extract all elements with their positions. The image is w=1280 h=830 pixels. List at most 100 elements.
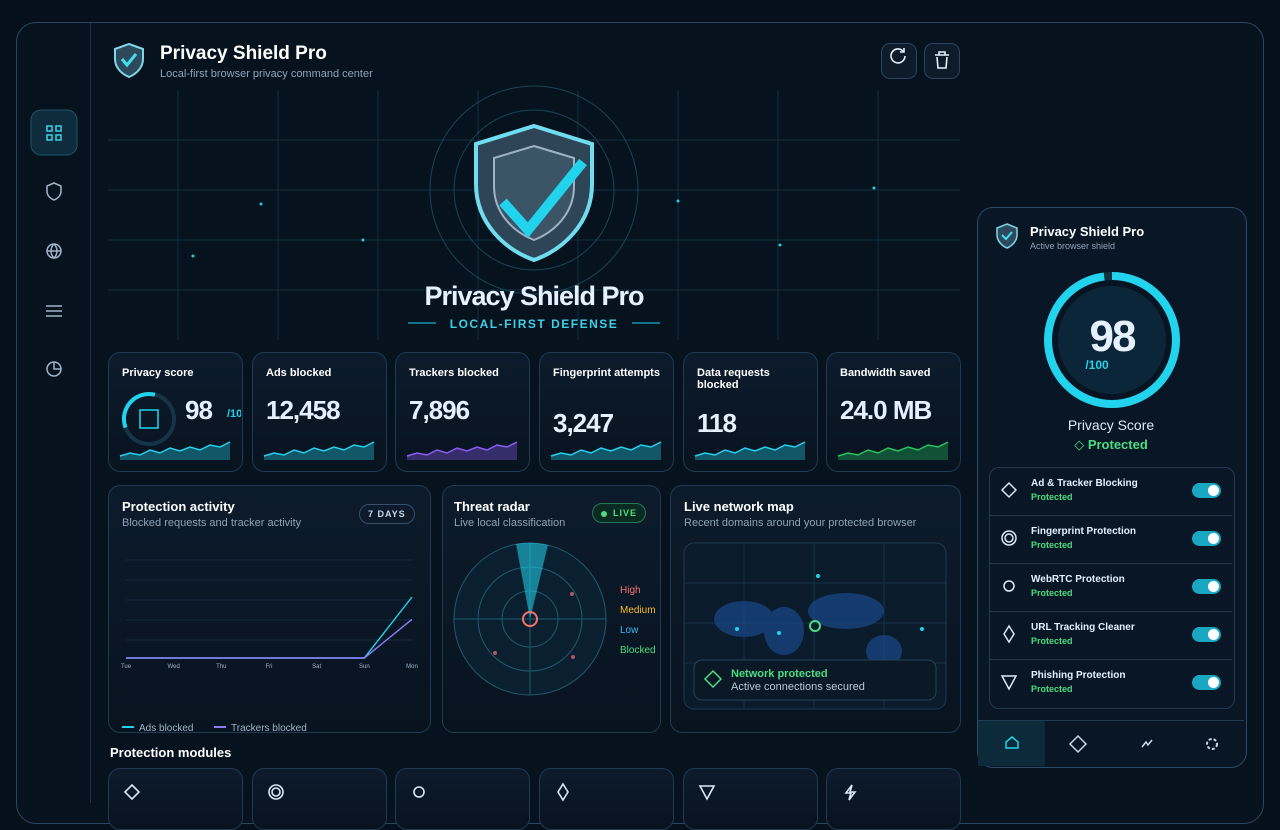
icon-shape [1000,675,1018,691]
stat-value: 7,896 [409,395,470,425]
app-title: Privacy Shield Pro [160,43,327,64]
network-subtitle: Recent domains around your protected bro… [684,517,917,529]
item-name: WebRTC Protection [1031,574,1125,585]
activity-chart: Tue Wed Thu Fri Sat Sun Mon Ads blocked Trackers… [121,559,418,734]
x-tick-label: Wed [168,664,180,670]
icon-shape [698,785,716,801]
item-name: URL Tracking Cleaner [1031,622,1135,633]
toggle-knob [1208,581,1219,592]
sparkline-line [119,441,231,457]
nav-settings[interactable] [1206,738,1218,750]
nav-settings[interactable] [46,305,62,317]
modules-title: Protection modules [110,745,232,760]
x-tick-label: Sat [312,664,321,670]
nav-dashboard[interactable] [30,109,78,156]
network-title: Live network map [684,499,794,514]
item-divider [990,563,1232,564]
popup-score-label: Privacy Score [1067,417,1155,433]
icon-shape [123,783,141,801]
gauge-value [1044,272,1180,408]
nav-protection[interactable] [1068,734,1088,754]
status-icon: ◇ [1074,437,1088,452]
radar-legend: Low [620,625,639,636]
toggle[interactable] [1192,675,1221,690]
sparkline-area [407,442,517,460]
network-status: Network protected [731,668,828,680]
stat-card [395,352,530,472]
ring-icon [139,409,159,429]
stat-value: 12,458 [266,395,341,425]
item-divider [990,611,1232,612]
x-tick-label: Mon [406,664,418,670]
popup-title: Privacy Shield Pro [1030,224,1145,239]
icon-shape [1000,481,1018,499]
activity-panel [108,485,431,733]
icon-shape [844,784,857,801]
item-status: Protected [1031,636,1073,646]
item-icon [1001,530,1017,546]
item-status: Protected [1031,540,1073,550]
toggle[interactable] [1192,627,1221,642]
item-name: Phishing Protection [1031,670,1126,681]
sparkline-area [120,442,230,460]
item-icon [1003,624,1015,644]
x-tick-label: Thu [216,664,226,670]
module-icon [557,782,569,802]
sparkline-line [694,441,806,457]
x-tick-label: Fri [266,664,273,670]
status-text: Protected [1087,437,1148,452]
stat-label: Privacy score [122,367,194,379]
stat-card [826,352,961,472]
icon-shape [268,784,284,800]
icon-shape [1003,580,1015,592]
item-icon [1000,675,1018,691]
radar-legend: Medium [620,605,656,616]
sparkline-area [264,442,374,460]
page: Privacy Shield Pro Local-first browser p… [16,22,1264,830]
sparkline [694,441,806,460]
icon-shape [1003,624,1015,644]
sparkline-area [695,442,805,460]
nav-activity[interactable] [1141,739,1153,748]
toggle[interactable] [1192,483,1221,498]
x-tick-label: Sun [359,664,370,670]
stat-value: 98 [185,395,213,425]
icon-shape [1001,530,1017,546]
stat-label: Ads blocked [266,367,332,379]
stat-value: 3,247 [553,408,614,438]
item-icon [1000,481,1018,499]
hero-title: Privacy Shield Pro [424,281,644,311]
module-icon [844,784,857,801]
sparkline [119,441,231,460]
network-status-detail: Active connections secured [731,681,865,693]
popup-score-max: /100 [1085,358,1109,372]
radar-chart: High Medium Low Blocked [453,511,656,696]
popup-nav [978,721,1218,766]
nav-shield[interactable] [46,182,62,201]
radar-subtitle: Live local classification [454,517,566,529]
toggle-knob [1208,629,1219,640]
sparkline-line [837,441,949,457]
toggle-knob [1208,677,1219,688]
icon-shape [557,782,569,802]
activity-subtitle: Blocked requests and tracker activity [122,517,302,529]
item-status: Protected [1031,588,1073,598]
sparkline-area [551,442,661,460]
toggle-knob [1208,485,1219,496]
delete-button[interactable] [924,43,960,79]
nav-home[interactable] [978,721,1045,766]
hero-tagline: LOCAL-FIRST DEFENSE [449,317,619,331]
hero [108,85,960,340]
toggle[interactable] [1192,579,1221,594]
nav-divider [978,720,1244,721]
x-tick-label: Tue [121,664,132,670]
module-icon [268,784,284,800]
sparkline-line [550,441,662,457]
popup-logo [996,223,1018,249]
popup-subtitle: Active browser shield [1030,241,1116,251]
stat-value: 118 [697,408,737,438]
item-name: Fingerprint Protection [1031,526,1136,537]
toggle[interactable] [1192,531,1221,546]
legend-label: Ads blocked [139,723,193,734]
range-badge[interactable]: 7 DAYS [359,504,415,524]
